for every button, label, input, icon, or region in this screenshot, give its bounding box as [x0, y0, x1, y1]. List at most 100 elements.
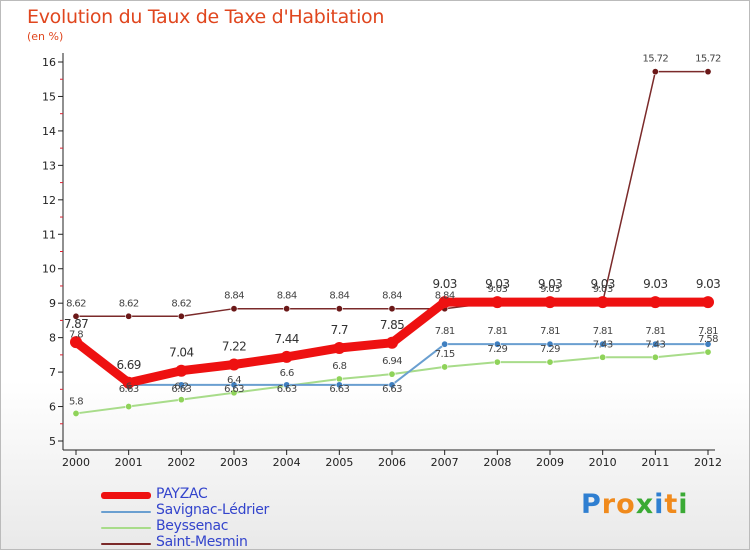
data-label-saint-mesmin: 8.84 — [224, 291, 244, 302]
data-label-payzac: 9.03 — [485, 277, 509, 291]
data-label-saint-mesmin: 15.72 — [643, 54, 669, 65]
data-point-savignac-ledrier — [177, 381, 185, 389]
data-point-saint-mesmin — [388, 305, 396, 313]
data-point-beyssenac — [704, 348, 712, 356]
data-label-saint-mesmin: 9.03 — [487, 284, 507, 295]
logo-letter: i — [654, 489, 665, 520]
data-label-beyssenac: 7.43 — [645, 339, 665, 350]
legend-swatch-payzac — [101, 492, 151, 499]
x-tick-label: 2006 — [378, 456, 406, 469]
data-label-savignac-ledrier: 7.81 — [645, 326, 665, 337]
y-tick-label: 8 — [49, 332, 56, 345]
data-label-beyssenac: 7.15 — [435, 349, 455, 360]
data-label-beyssenac: 6.4 — [227, 375, 241, 386]
data-point-payzac — [386, 336, 398, 349]
legend-swatch-beyssenac — [101, 527, 151, 529]
x-tick-label: 2008 — [483, 456, 511, 469]
data-label-savignac-ledrier: 6.63 — [224, 384, 244, 395]
data-label-savignac-ledrier: 6.63 — [277, 384, 297, 395]
x-tick-label: 2012 — [694, 456, 722, 469]
x-tick-label: 2005 — [325, 456, 353, 469]
data-point-beyssenac — [125, 403, 133, 411]
data-label-saint-mesmin: 9.03 — [593, 284, 613, 295]
legend-item-saint-mesmin[interactable]: Saint-Mesmin — [101, 534, 381, 549]
data-label-payzac: 9.03 — [643, 277, 667, 291]
chart-title: Evolution du Taux de Taxe d'Habitation — [27, 6, 385, 28]
data-label-saint-mesmin: 8.62 — [171, 298, 191, 309]
data-point-saint-mesmin — [651, 68, 659, 76]
data-label-payzac: 9.03 — [591, 277, 615, 291]
legend-label-beyssenac: Beyssenac — [156, 518, 229, 534]
data-label-saint-mesmin: 15.72 — [695, 54, 721, 65]
chart-unit: (en %) — [27, 30, 64, 43]
data-point-savignac-ledrier — [651, 340, 659, 348]
data-point-savignac-ledrier — [335, 381, 343, 389]
y-tick-label: 10 — [42, 263, 56, 276]
data-point-payzac — [280, 350, 293, 363]
data-label-payzac: 7.7 — [331, 323, 348, 337]
data-point-saint-mesmin — [335, 305, 343, 313]
y-tick-label: 9 — [49, 297, 56, 310]
data-label-savignac-ledrier: 6.63 — [382, 384, 402, 395]
x-tick-label: 2000 — [62, 456, 90, 469]
data-point-savignac-ledrier — [230, 381, 238, 389]
logo-letter: t — [664, 489, 679, 520]
data-label-payzac: 7.85 — [380, 318, 404, 332]
data-point-payzac — [702, 296, 714, 309]
data-label-savignac-ledrier: 7.81 — [487, 326, 507, 337]
data-label-saint-mesmin: 8.84 — [329, 291, 349, 302]
x-tick-label: 2003 — [220, 456, 248, 469]
legend-swatch-saint-mesmin — [101, 543, 151, 545]
data-label-payzac: 7.44 — [275, 332, 299, 346]
x-tick-label: 2011 — [641, 456, 669, 469]
chart-legend: PAYZAC Savignac-Lédrier Beyssenac Saint-… — [101, 486, 381, 549]
data-label-savignac-ledrier: 7.81 — [540, 326, 560, 337]
data-point-beyssenac — [599, 353, 607, 361]
y-tick-label: 7 — [49, 366, 56, 379]
data-label-saint-mesmin: 8.84 — [277, 291, 297, 302]
data-point-payzac — [333, 341, 346, 354]
data-label-saint-mesmin: 8.84 — [435, 291, 455, 302]
data-label-savignac-ledrier: 6.63 — [329, 384, 349, 395]
data-label-beyssenac: 5.8 — [69, 396, 83, 407]
data-point-saint-mesmin — [704, 68, 712, 76]
data-label-payzac: 9.03 — [433, 277, 457, 291]
x-tick-label: 2001 — [115, 456, 143, 469]
y-tick-label: 11 — [42, 228, 56, 241]
y-tick-label: 14 — [42, 125, 56, 138]
data-label-payzac: 7.04 — [169, 346, 193, 360]
data-point-payzac — [438, 296, 451, 309]
data-label-savignac-ledrier: 6.63 — [171, 384, 191, 395]
data-point-savignac-ledrier — [599, 340, 607, 348]
data-point-savignac-ledrier — [704, 340, 712, 348]
y-tick-label: 5 — [49, 435, 56, 448]
data-label-saint-mesmin: 8.62 — [66, 298, 86, 309]
y-tick-label: 16 — [42, 56, 56, 69]
legend-item-payzac[interactable]: PAYZAC — [101, 486, 381, 503]
data-label-beyssenac: 7.43 — [593, 339, 613, 350]
data-point-payzac — [228, 358, 240, 371]
data-point-payzac — [596, 296, 609, 309]
x-tick-label: 2007 — [431, 456, 459, 469]
data-point-beyssenac — [230, 389, 238, 397]
data-label-payzac: 9.03 — [696, 277, 720, 291]
x-tick-label: 2004 — [273, 456, 301, 469]
data-point-beyssenac — [493, 358, 501, 366]
data-point-beyssenac — [651, 353, 659, 361]
data-label-payzac: 7.87 — [64, 317, 88, 331]
legend-item-beyssenac[interactable]: Beyssenac — [101, 518, 381, 535]
data-label-payzac: 7.22 — [222, 340, 246, 354]
data-point-saint-mesmin — [283, 305, 291, 313]
data-label-savignac-ledrier: 7.8 — [69, 330, 83, 341]
data-label-beyssenac: 7.29 — [540, 344, 560, 355]
legend-item-savignac-ledrier[interactable]: Savignac-Lédrier — [101, 502, 381, 519]
data-label-payzac: 9.03 — [538, 277, 562, 291]
y-tick-label: 13 — [42, 159, 56, 172]
x-tick-label: 2002 — [167, 456, 195, 469]
data-point-payzac — [70, 336, 82, 349]
data-label-beyssenac: 6.6 — [280, 368, 294, 379]
data-point-beyssenac — [335, 375, 343, 383]
data-label-beyssenac: 7.29 — [487, 344, 507, 355]
